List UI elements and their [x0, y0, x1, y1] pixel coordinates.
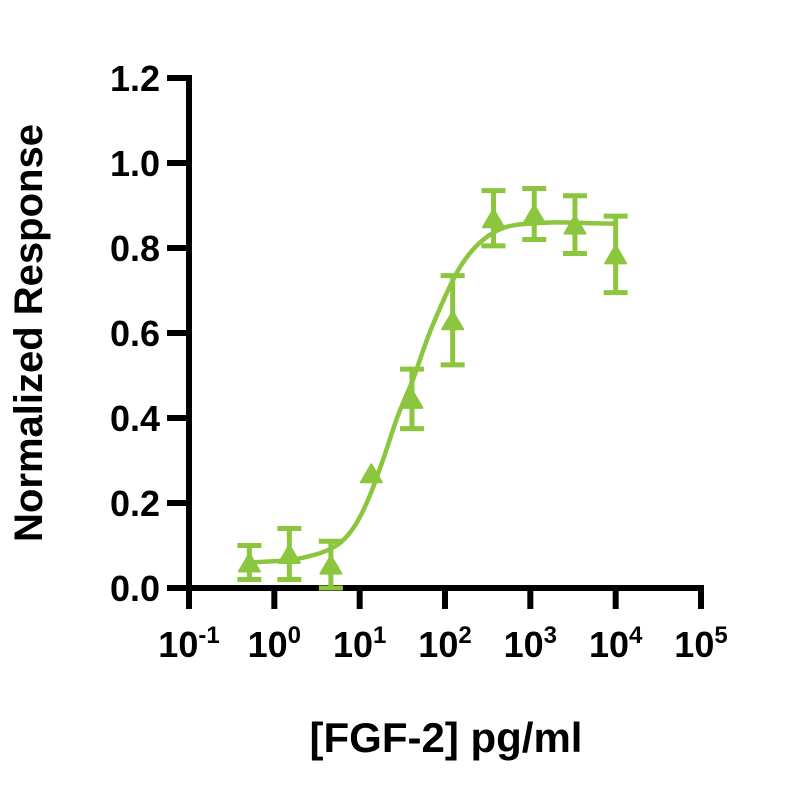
data-point-marker [277, 544, 301, 564]
x-tick-label: 10-1 [158, 622, 219, 665]
tick-labels: 0.0 0.2 0.4 0.6 0.8 1.0 1.2 10-1 100 101 102 103 104… [110, 58, 728, 665]
fit-curve-layer [247, 220, 618, 565]
x-tick-label: 105 [674, 622, 727, 665]
error-bars-layer [237, 186, 628, 591]
x-tick-label: 104 [589, 622, 643, 665]
x-tick-label: 103 [504, 622, 557, 665]
x-tick-label: 100 [248, 622, 301, 665]
y-tick-label: 0.0 [110, 568, 160, 609]
y-tick-label: 1.2 [110, 58, 160, 99]
tick-marks [167, 75, 704, 609]
data-point-marker [319, 554, 343, 575]
y-tick-label: 0.8 [110, 228, 160, 269]
x-tick-label: 102 [418, 622, 471, 665]
data-point-marker [441, 310, 465, 331]
y-tick-label: 0.4 [110, 398, 160, 439]
y-tick-label: 0.2 [110, 483, 160, 524]
x-tick-label: 101 [333, 622, 386, 665]
data-point-marker [237, 552, 261, 573]
data-point-marker [400, 388, 424, 409]
fit-curve [247, 220, 618, 565]
y-tick-label: 0.6 [110, 313, 160, 354]
data-point-marker [604, 244, 628, 265]
data-markers-layer [237, 204, 628, 575]
y-axis-title: Normalized Response [7, 124, 51, 542]
data-point-marker [481, 208, 505, 229]
data-point-marker [359, 463, 383, 484]
x-axis-title: [FGF-2] pg/ml [310, 714, 583, 761]
y-tick-label: 1.0 [110, 143, 160, 184]
data-point-marker [563, 214, 587, 235]
data-point-marker [522, 204, 546, 224]
